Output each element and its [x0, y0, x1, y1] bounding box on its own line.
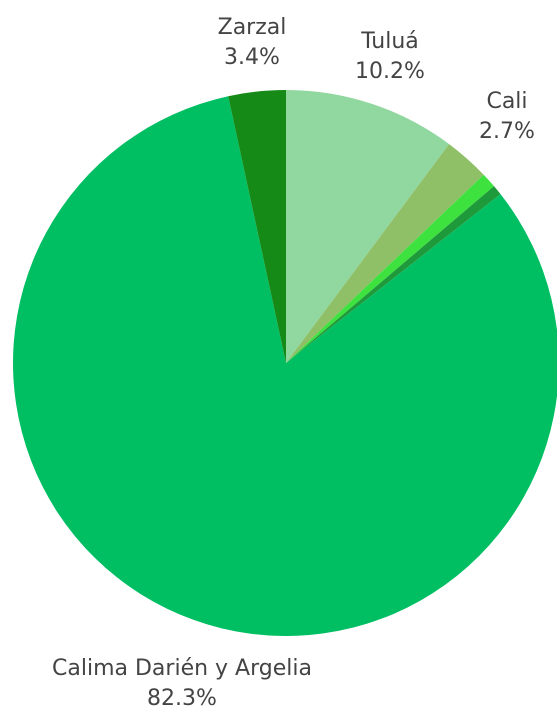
slice-label-value: 82.3% — [147, 686, 217, 711]
slice-label-value: 3.4% — [224, 45, 280, 70]
pie-slices — [12, 90, 557, 636]
slice-label-name: Cali — [486, 89, 527, 114]
slice-label-name: Calima Darién y Argelia — [52, 656, 312, 681]
pie-slice-zarzal — [228, 90, 286, 363]
slice-label-name: Tuluá — [360, 29, 419, 54]
pie-slice-cali — [286, 144, 484, 363]
slice-label-name: Zarzal — [218, 15, 287, 40]
pie-labels: Tuluá 10.2% Cali 2.7% Calima Darién y Argeli… — [52, 15, 535, 711]
pie-slice-calima-dari-n-y-argelia — [12, 96, 557, 636]
slice-label-value: 2.7% — [479, 119, 535, 144]
pie-slice-2 — [286, 174, 494, 363]
pie-slice-tulu- — [286, 90, 450, 363]
slice-label-value: 10.2% — [355, 59, 425, 84]
pie-slice-3 — [286, 186, 501, 363]
